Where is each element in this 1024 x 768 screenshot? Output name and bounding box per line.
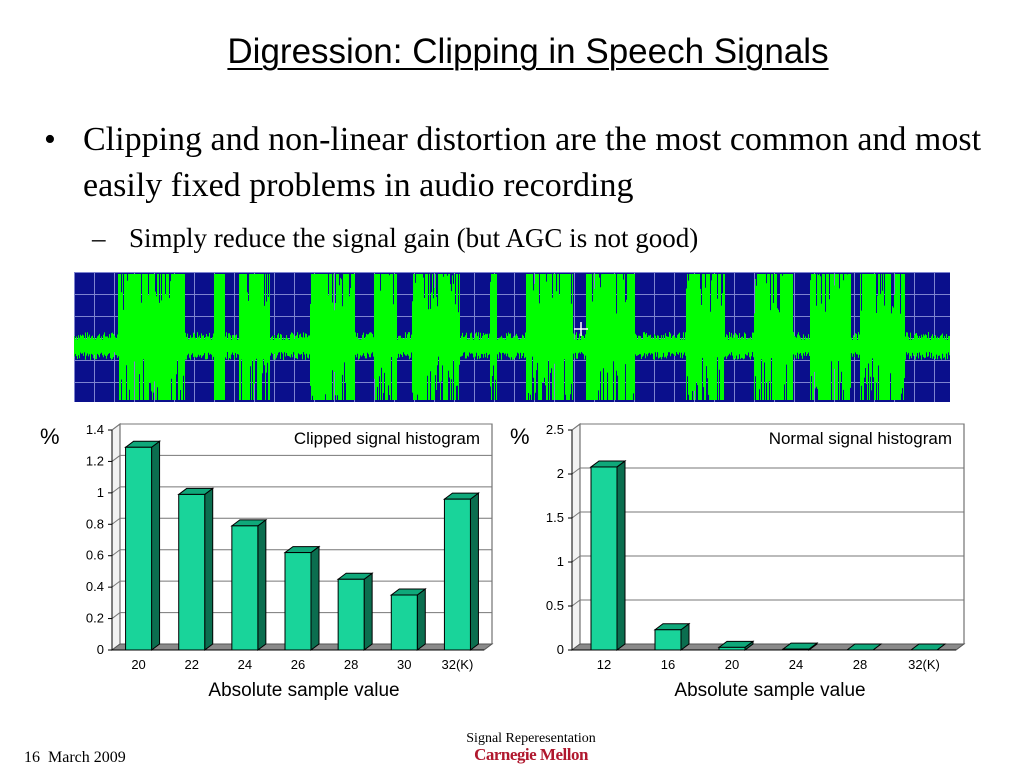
bar-front: [337, 578, 365, 651]
gridline: [111, 612, 121, 619]
x-tick-label: 24: [789, 657, 803, 672]
chart-title: Clipped signal histogram: [294, 429, 480, 448]
bullet-marker: •: [44, 121, 56, 158]
y-tick-label: 1.2: [86, 453, 104, 468]
sub-bullet-text: Simply reduce the signal gain (but AGC i…: [129, 223, 699, 253]
bar-side: [204, 487, 214, 651]
gridline: [571, 599, 581, 607]
clipped-waveform-image: [74, 272, 950, 402]
x-tick-label: 24: [238, 657, 252, 672]
plot-back-wall: [579, 423, 965, 645]
bar-front: [125, 446, 153, 651]
y-tick-label: 2.5: [546, 422, 564, 437]
footer-course-title: Signal Reperesentation: [466, 731, 596, 746]
x-tick-label: 32(K): [442, 657, 474, 672]
bar: [589, 459, 627, 651]
bar: [389, 588, 427, 651]
bullet-text: Clipping and non-linear distortion are t…: [83, 121, 982, 204]
clipped-histogram-chart: 0 0.2 0.4 0.6 0.8 1 1.2 1.4 20 22 24 26 28 30 32(K) Cli…: [40, 422, 494, 701]
bar-front: [443, 498, 471, 651]
y-tick-label: 1.4: [86, 422, 104, 437]
bar-side: [310, 545, 320, 651]
bar-side: [151, 440, 161, 651]
y-tick-label: 1: [557, 554, 564, 569]
bar-side: [616, 459, 626, 651]
bar: [781, 642, 819, 651]
y-tick-label: 0: [557, 642, 564, 657]
y-tick-label: 0.6: [86, 548, 104, 563]
y-tick-label: 0.2: [86, 611, 104, 626]
bar-front: [782, 648, 810, 651]
gridline: [111, 486, 121, 494]
footer-date: 16 March 2009: [24, 749, 126, 766]
bar-front: [231, 525, 259, 651]
bar-side: [416, 588, 426, 651]
x-tick-label: 20: [725, 657, 739, 672]
bar-side: [257, 518, 267, 651]
bar: [717, 640, 755, 651]
bar: [336, 572, 374, 651]
chart-title: Normal signal histogram: [769, 429, 952, 448]
gridline: [571, 555, 581, 563]
bar: [177, 487, 215, 651]
bar-side: [469, 492, 479, 651]
bar-front: [284, 552, 312, 651]
y-tick-label: 1.5: [546, 510, 564, 525]
bar-top: [909, 643, 947, 651]
move-cursor-icon: [574, 322, 588, 336]
bar: [442, 492, 480, 651]
y-tick-label: 0.5: [546, 598, 564, 613]
bar: [283, 545, 321, 651]
slide-title: Digression: Clipping in Speech Signals: [227, 32, 829, 71]
gridline: [571, 511, 581, 519]
y-tick-label: 1: [97, 485, 104, 500]
x-tick-label: 16: [661, 657, 675, 672]
x-axis-label: Absolute sample value: [674, 680, 865, 701]
bar-side: [363, 572, 373, 651]
x-tick-label: 22: [184, 657, 198, 672]
y-tick-label: 0.8: [86, 516, 104, 531]
gridline: [111, 580, 121, 588]
waveform-trace: [74, 274, 950, 400]
gridline: [571, 467, 581, 475]
bar: [845, 643, 883, 651]
x-tick-label: 26: [291, 657, 305, 672]
bar: [909, 643, 947, 651]
bar-front: [390, 594, 418, 651]
plot-floor: [570, 643, 966, 651]
bar-front: [178, 493, 206, 651]
x-tick-label: 20: [131, 657, 145, 672]
gridline: [111, 549, 121, 557]
x-tick-label: 32(K): [908, 657, 940, 672]
bar-front: [590, 466, 618, 651]
bar-front: [718, 646, 746, 651]
plot-side-wall: [571, 423, 581, 651]
gridline: [571, 423, 581, 431]
gridline: [111, 423, 121, 431]
bar-top: [845, 643, 883, 651]
gridline: [111, 517, 121, 525]
bar-front: [654, 629, 682, 651]
carnegie-mellon-logo: Carnegie Mellon: [474, 745, 588, 764]
x-tick-label: 12: [597, 657, 611, 672]
bar: [124, 440, 162, 651]
bar: [230, 518, 268, 651]
x-tick-label: 28: [853, 657, 867, 672]
gridline: [111, 455, 121, 462]
y-axis-label: %: [40, 424, 60, 449]
x-tick-label: 28: [344, 657, 358, 672]
y-tick-label: 0.4: [86, 579, 104, 594]
y-tick-label: 2: [557, 466, 564, 481]
x-axis-label: Absolute sample value: [208, 680, 399, 701]
x-tick-label: 30: [397, 657, 411, 672]
y-axis-label: %: [510, 424, 530, 449]
bar: [653, 622, 691, 651]
normal-histogram-chart: 0 0.5 1 1.5 2 2.5 12 16 20 24 28 32(K) Normal signal…: [510, 422, 966, 701]
y-tick-label: 0: [97, 642, 104, 657]
sub-bullet-marker: –: [92, 223, 106, 253]
